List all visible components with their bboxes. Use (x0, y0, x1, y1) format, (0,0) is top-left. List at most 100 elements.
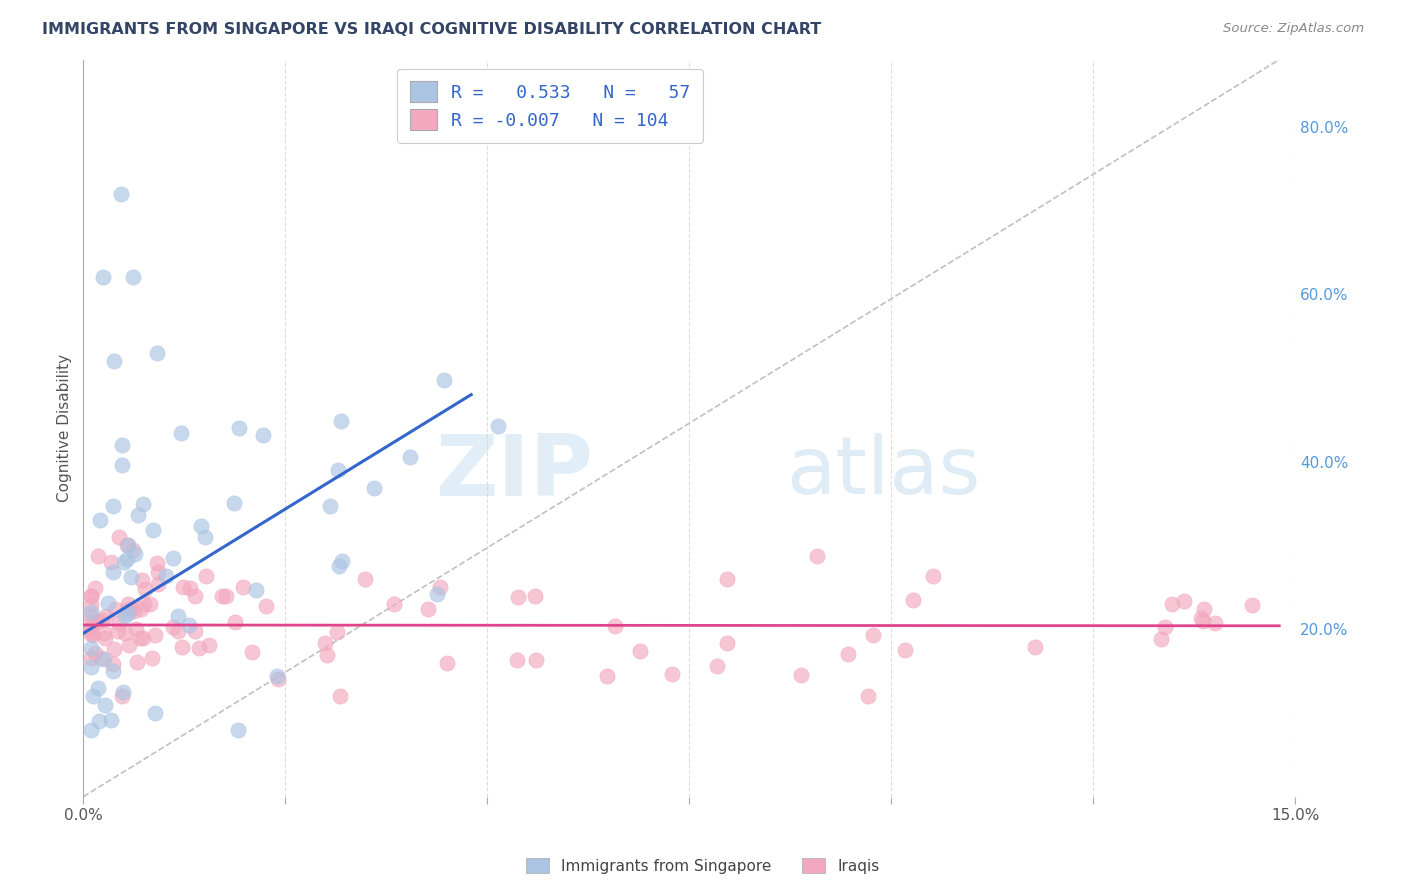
Point (127, 508, 149, 523)
Point (83, 581, 105, 595)
Point (87, 714, 110, 729)
Point (107, 624, 129, 638)
Point (198, 638, 221, 652)
Point (80, 723, 103, 737)
Point (114, 609, 136, 624)
Point (921, 569, 943, 583)
Point (194, 568, 217, 582)
Point (111, 438, 134, 452)
Point (184, 589, 207, 603)
Point (1161, 597, 1184, 611)
Point (141, 651, 163, 665)
Point (122, 604, 145, 618)
Point (115, 551, 138, 566)
Point (1024, 640, 1046, 654)
Point (131, 496, 153, 510)
Point (806, 549, 828, 563)
Point (486, 419, 509, 434)
Point (328, 559, 350, 574)
Point (146, 565, 169, 579)
Text: atlas: atlas (786, 434, 981, 511)
Point (82, 628, 104, 642)
Point (1173, 593, 1195, 607)
Point (115, 602, 138, 616)
Text: ZIP: ZIP (434, 431, 592, 514)
Point (101, 657, 124, 671)
Point (80, 640, 103, 655)
Point (148, 576, 170, 591)
Point (94, 631, 117, 645)
Point (1154, 620, 1177, 634)
Point (80, 589, 103, 603)
Point (143, 706, 166, 720)
Point (506, 591, 529, 605)
Point (524, 589, 547, 603)
Point (167, 608, 190, 623)
Point (245, 583, 267, 598)
Point (112, 555, 135, 569)
Point (194, 530, 217, 544)
Point (1191, 614, 1213, 628)
Point (80, 615, 103, 629)
Point (266, 669, 288, 683)
Point (117, 538, 139, 552)
Point (329, 689, 352, 703)
Point (416, 601, 439, 615)
Point (120, 601, 142, 615)
Point (111, 689, 134, 703)
Point (187, 640, 209, 655)
Point (129, 632, 152, 646)
Point (131, 573, 153, 587)
Point (89, 513, 111, 527)
Point (363, 481, 385, 495)
Point (124, 547, 146, 561)
Point (93, 651, 115, 665)
Point (319, 499, 342, 513)
Point (125, 655, 148, 669)
Point (103, 500, 125, 514)
Text: Source: ZipAtlas.com: Source: ZipAtlas.com (1223, 22, 1364, 36)
Point (103, 565, 125, 579)
Point (1150, 632, 1173, 646)
Point (96, 608, 118, 623)
Point (122, 542, 145, 557)
Point (858, 689, 880, 703)
Point (224, 496, 246, 510)
Point (146, 345, 169, 359)
Point (125, 622, 148, 636)
Point (706, 658, 728, 673)
Point (111, 458, 134, 472)
Y-axis label: Cognitive Disability: Cognitive Disability (58, 354, 72, 502)
Point (117, 606, 139, 620)
Point (139, 597, 162, 611)
Point (433, 373, 456, 387)
Text: IMMIGRANTS FROM SINGAPORE VS IRAQI COGNITIVE DISABILITY CORRELATION CHART: IMMIGRANTS FROM SINGAPORE VS IRAQI COGNI… (42, 22, 821, 37)
Point (167, 624, 190, 638)
Point (228, 723, 250, 737)
Point (232, 580, 254, 594)
Legend: R =   0.533   N =   57, R = -0.007   N = 104: R = 0.533 N = 57, R = -0.007 N = 104 (396, 69, 703, 143)
Point (141, 523, 163, 537)
Point (107, 530, 129, 544)
Point (596, 669, 619, 683)
Point (314, 636, 336, 650)
Point (1192, 602, 1215, 616)
Point (211, 589, 233, 603)
Point (80, 621, 103, 635)
Point (100, 714, 122, 728)
Point (93, 626, 115, 640)
Point (901, 592, 924, 607)
Point (326, 463, 349, 477)
Point (134, 582, 156, 596)
Point (162, 551, 184, 566)
Point (117, 597, 139, 611)
Point (837, 647, 859, 661)
Point (240, 645, 263, 659)
Point (172, 580, 194, 594)
Point (93, 270, 115, 285)
Point (316, 648, 339, 663)
Point (628, 644, 651, 658)
Point (94, 698, 117, 712)
Point (256, 599, 278, 613)
Point (110, 186, 132, 201)
